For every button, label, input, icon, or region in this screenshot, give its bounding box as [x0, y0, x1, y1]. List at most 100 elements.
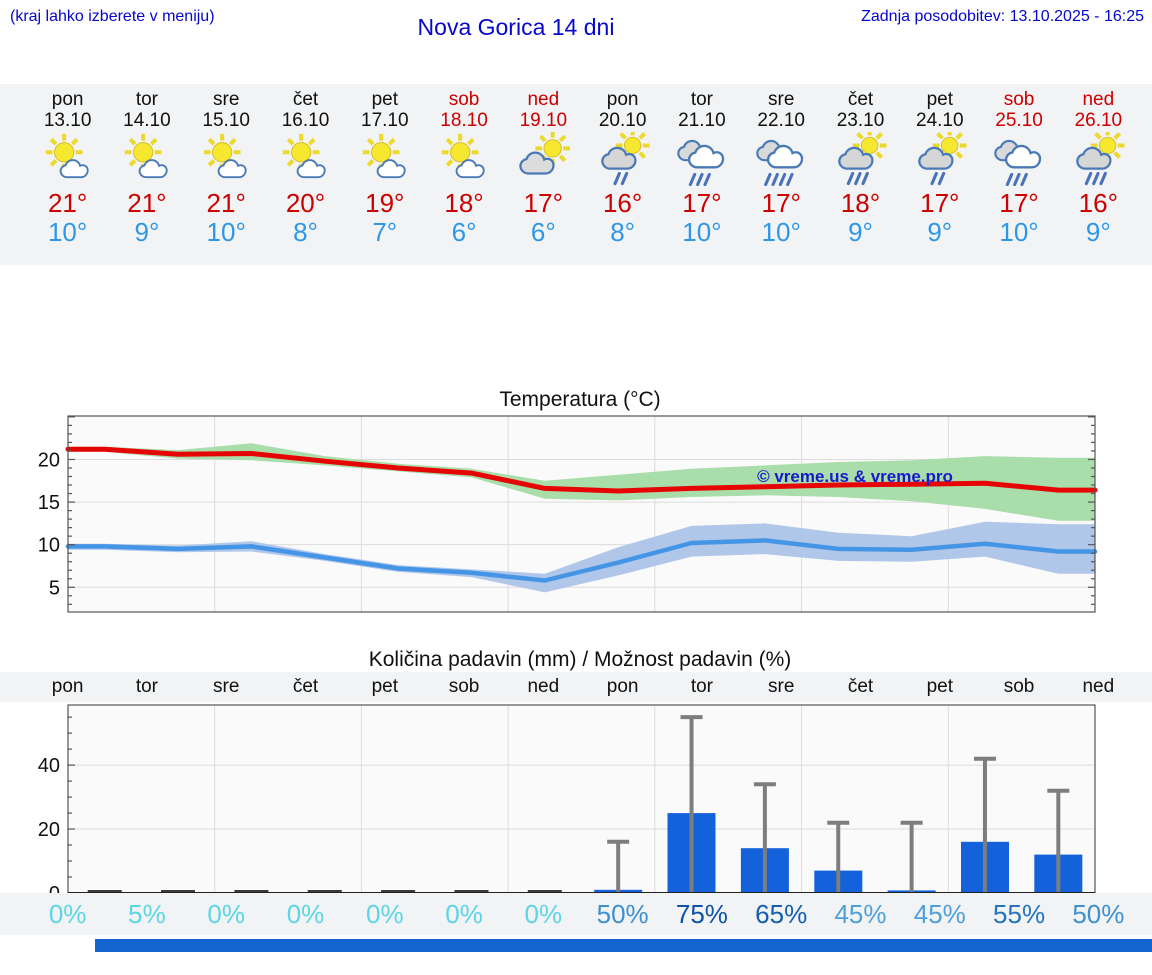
high-temp: 17° — [523, 188, 563, 218]
day-column: čet 23.10 18° 9° — [821, 84, 900, 265]
precipitation-chart: 0 20 40 — [0, 700, 1152, 896]
precip-day-label: ned — [1082, 676, 1115, 697]
precip-probability: 75% — [675, 899, 728, 929]
high-temp: 16° — [1078, 188, 1118, 218]
day-column: tor 21.10 17° 10° — [662, 84, 741, 265]
high-temp: 17° — [682, 188, 722, 218]
high-temp: 19° — [365, 188, 405, 218]
day-name: ned — [527, 89, 560, 110]
low-temp: 6° — [530, 217, 556, 247]
cloud-sun-icon — [519, 132, 571, 175]
low-temp: 7° — [372, 217, 398, 247]
day-date: 24.10 — [916, 110, 964, 131]
precip-probability: 50% — [1072, 899, 1125, 929]
day-column: sre 22.10 17° 10° — [742, 84, 821, 265]
precip-probability: 55% — [993, 899, 1046, 929]
precip-day-label: ned — [527, 676, 560, 697]
day-column: sob 18.10 18° 6° — [424, 84, 503, 265]
temperature-chart-title: Temperatura (°C) — [499, 388, 661, 411]
temperature-chart-svg: 5 10 15 20 — [38, 415, 1098, 613]
sun-cloud-rain-2-icon — [917, 132, 967, 186]
day-name: čet — [292, 89, 319, 110]
precip-day-label: sre — [768, 676, 795, 697]
sun-cloud-icon — [441, 133, 485, 179]
page-title: Nova Gorica 14 dni — [417, 14, 615, 40]
precip-probability: 0% — [445, 899, 483, 929]
svg-text:15: 15 — [38, 492, 60, 514]
precip-probability: 0% — [48, 899, 87, 929]
precip-probability: 45% — [913, 899, 966, 929]
sun-cloud-rain-2-icon — [600, 132, 650, 186]
high-temp: 20° — [285, 188, 326, 218]
precip-probability: 45% — [834, 899, 887, 929]
low-temp: 9° — [134, 217, 160, 247]
precip-day-label: pet — [926, 676, 953, 697]
low-temp: 8° — [293, 217, 318, 247]
precip-day-label: sob — [1003, 676, 1035, 697]
day-name: pon — [606, 89, 639, 110]
day-name: sre — [213, 89, 240, 110]
high-temp: 16° — [602, 188, 643, 218]
day-name: tor — [690, 89, 714, 110]
day-column: sob 25.10 17° 10° — [979, 84, 1058, 265]
high-temp: 21° — [206, 188, 246, 218]
precip-probability: 0% — [286, 899, 325, 929]
day-column: sre 15.10 21° 10° — [187, 84, 266, 265]
high-temp: 17° — [920, 188, 960, 218]
day-column: pon 20.10 16° 8° — [583, 84, 662, 265]
sun-cloud-icon — [283, 133, 327, 179]
svg-text:40: 40 — [38, 755, 60, 777]
svg-text:20: 20 — [38, 450, 60, 472]
high-temp: 18° — [444, 188, 484, 218]
clouds-rain-3-icon — [994, 139, 1042, 186]
precip-day-label: pon — [51, 676, 84, 697]
day-column: pet 24.10 17° 9° — [900, 84, 979, 265]
low-temp: 10° — [47, 217, 88, 247]
precip-probability-row: 0% 5% 0% 0% 0% 0% 0% 50% 75% 65% 45% 45% 55% 50% — [28, 893, 1138, 935]
precip-day-label: pon — [606, 676, 639, 697]
day-name: sob — [1003, 89, 1035, 110]
low-temp: 10° — [682, 217, 722, 247]
precip-day-label: čet — [847, 676, 874, 697]
high-temp: 21° — [127, 188, 167, 218]
sun-cloud-rain-3-icon — [838, 132, 888, 186]
day-name: pet — [926, 89, 953, 110]
precip-day-labels: pon tor sre čet pet sob ned pon tor sre čet pet sob n… — [28, 672, 1138, 702]
day-column: ned 19.10 17° 6° — [504, 84, 583, 265]
precip-day-label: sre — [213, 676, 240, 697]
clouds-rain-3-icon — [677, 139, 725, 186]
day-date: 17.10 — [361, 110, 409, 131]
temperature-chart: 5 10 15 20 — [0, 376, 1152, 622]
day-column: pet 17.10 19° 7° — [345, 84, 424, 265]
svg-text:0: 0 — [49, 883, 60, 896]
day-name: pon — [51, 89, 84, 110]
sun-cloud-icon — [45, 133, 89, 179]
day-date: 13.10 — [43, 110, 92, 131]
day-date: 21.10 — [678, 110, 726, 131]
precip-day-strip: pon tor sre čet pet sob ned pon tor sre čet pet sob n… — [0, 672, 1152, 702]
day-name: sob — [448, 89, 480, 110]
day-column: pon 13.10 21° 10° — [28, 84, 107, 265]
day-date: 20.10 — [598, 110, 647, 131]
low-temp: 8° — [610, 217, 636, 247]
day-column: čet 16.10 20° 8° — [266, 84, 345, 265]
sun-cloud-icon — [362, 133, 406, 179]
precip-day-label: tor — [135, 676, 159, 697]
svg-text:5: 5 — [49, 577, 60, 599]
day-date: 26.10 — [1074, 110, 1123, 131]
svg-text:10: 10 — [38, 535, 60, 557]
watermark-link[interactable]: © vreme.us & vreme.pro — [757, 467, 953, 486]
day-date: 18.10 — [440, 110, 488, 131]
precip-day-label: pet — [371, 676, 398, 697]
day-column: ned 26.10 16° 9° — [1059, 84, 1138, 265]
precip-probability: 50% — [596, 899, 649, 929]
forecast-strip: pon 13.10 21° 10° tor 14.10 21° 9° sre 15.10 21° 10… — [0, 84, 1152, 265]
precip-probability: 65% — [755, 899, 808, 929]
low-temp: 9° — [1085, 217, 1111, 247]
low-temp: 9° — [848, 217, 873, 247]
precip-day-label: sob — [448, 676, 480, 697]
precipitation-chart-svg: 0 20 40 — [38, 704, 1096, 896]
precip-day-label: tor — [690, 676, 714, 697]
precip-probability-strip: 0% 5% 0% 0% 0% 0% 0% 50% 75% 65% 45% 45% 55% 50% — [0, 893, 1152, 935]
